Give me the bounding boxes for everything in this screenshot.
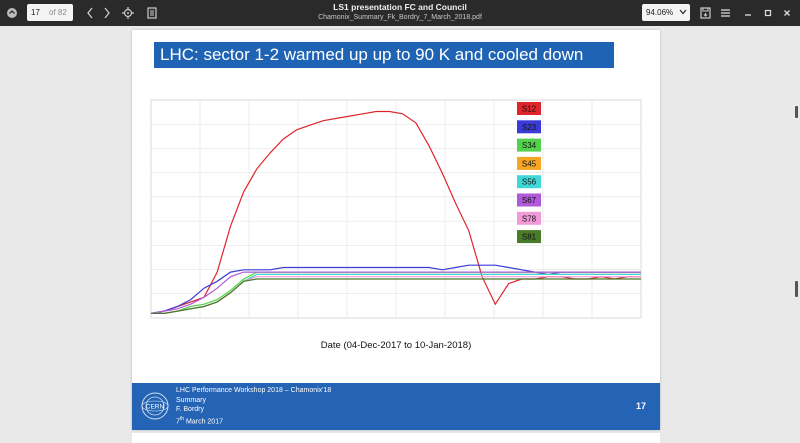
hamburger-menu-icon[interactable]: [718, 5, 732, 21]
scrollbar-marker[interactable]: [795, 281, 798, 297]
viewer-toolbar: 17 of 82 LS1 presentation FC and Council…: [0, 0, 800, 26]
document-title: LS1 presentation FC and Council: [333, 2, 467, 12]
legend-label-s78: S78: [522, 214, 537, 223]
document-filename: Chamonix_Summary_Fk_Bordry_7_March_2018.…: [318, 14, 482, 21]
cern-logo-text: CERN: [146, 404, 165, 411]
legend-label-s34: S34: [522, 141, 537, 150]
zoom-value: 94.06%: [646, 8, 674, 17]
temperature-chart: S12 S23 S34 S45 S56 S67 S78 S81: [147, 96, 644, 353]
zoom-select[interactable]: 94.06%: [642, 4, 690, 21]
slide-footer: CERN LHC Performance Workshop 2018 – Cha…: [132, 383, 660, 430]
legend-label-s67: S67: [522, 196, 537, 205]
document-title-area: LS1 presentation FC and Council Chamonix…: [250, 2, 550, 23]
chart-svg: S12 S23 S34 S45 S56 S67 S78 S81: [150, 99, 642, 319]
series-line-s67: [150, 271, 641, 314]
legend-swatch-s23: [517, 120, 541, 134]
page-count-label: of 82: [49, 8, 67, 17]
footer-line-date: 7th March 2017: [176, 415, 223, 425]
footer-line-summary: Summary: [176, 396, 206, 404]
app-icon[interactable]: [5, 5, 19, 21]
page-number-field[interactable]: 17 of 82: [27, 4, 73, 21]
legend-swatch-s45: [517, 156, 541, 170]
chevron-left-icon[interactable]: [84, 5, 96, 21]
slide-page-number: 17: [635, 401, 646, 411]
minimize-icon[interactable]: [742, 5, 754, 21]
legend-swatch-s56: [517, 175, 541, 189]
series-line-s81: [151, 278, 641, 314]
legend-swatch-s34: [517, 138, 541, 152]
maximize-icon[interactable]: [762, 5, 774, 21]
legend-label-s23: S23: [522, 123, 537, 132]
footer-line-author: F. Bordry: [176, 406, 205, 413]
page-number-input[interactable]: 17: [31, 8, 40, 17]
chevron-down-icon: [679, 8, 687, 17]
legend-swatch-s67: [517, 193, 541, 207]
legend-swatch-s78: [517, 211, 541, 225]
slide-title: LHC: sector 1-2 warmed up up to 90 K and…: [154, 42, 614, 68]
legend-swatch-s81: [517, 230, 541, 244]
crosshair-icon[interactable]: [121, 5, 135, 21]
legend-swatch-s12: [517, 102, 541, 115]
footer-text: LHC Performance Workshop 2018 – Chamonix…: [176, 386, 331, 426]
save-icon[interactable]: [698, 5, 712, 21]
legend-label-s81: S81: [522, 233, 537, 242]
footer-line-workshop: LHC Performance Workshop 2018 – Chamonix…: [176, 387, 332, 394]
chevron-right-icon[interactable]: [101, 5, 113, 21]
legend-label-s45: S45: [522, 159, 537, 168]
document-icon[interactable]: [145, 5, 159, 21]
chart-xlabel: Date (04-Dec-2017 to 10-Jan-2018): [320, 340, 472, 351]
cern-logo: CERN: [140, 391, 170, 421]
close-icon[interactable]: [781, 5, 793, 21]
document-page: LHC: sector 1-2 warmed up up to 90 K and…: [132, 30, 660, 430]
legend-label-s12: S12: [522, 105, 537, 114]
legend-label-s56: S56: [522, 178, 537, 187]
scrollbar-thumb[interactable]: [795, 106, 798, 118]
